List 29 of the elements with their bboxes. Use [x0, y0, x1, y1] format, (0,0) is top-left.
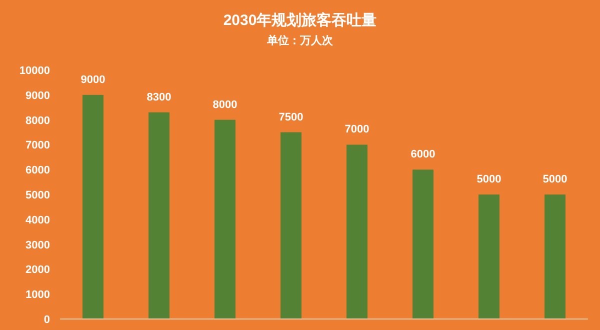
bar: [280, 132, 302, 319]
data-label: 5000: [542, 174, 568, 186]
y-tick-label: 4000: [26, 214, 50, 226]
y-tick-label: 10000: [19, 65, 50, 77]
bar: [214, 120, 236, 319]
y-tick-label: 1000: [26, 289, 50, 302]
y-tick-label: 9000: [26, 90, 50, 102]
data-label: 6000: [410, 148, 436, 161]
y-tick-label: 5000: [26, 190, 50, 202]
y-tick-label: 8000: [26, 114, 50, 127]
data-label: 7000: [344, 124, 370, 136]
data-label: 8300: [146, 91, 172, 104]
y-tick-label: 6000: [26, 164, 50, 177]
y-tick-label: 0: [44, 314, 50, 326]
bar: [478, 194, 500, 319]
bar: [82, 94, 104, 319]
chart-title: 2030年规划旅客吞吐量: [223, 11, 377, 29]
chart-subtitle: 单位：万人次: [266, 34, 334, 47]
y-tick-label: 3000: [26, 239, 50, 252]
bar: [412, 170, 434, 319]
data-label: 8000: [212, 98, 238, 111]
y-tick-label: 2000: [26, 264, 50, 276]
bar: [544, 194, 566, 319]
bar: [346, 144, 368, 319]
bar: [148, 112, 170, 319]
data-label: 5000: [476, 174, 502, 186]
data-label: 9000: [80, 74, 106, 86]
y-tick-label: 7000: [26, 140, 50, 152]
data-label: 7500: [278, 111, 304, 124]
